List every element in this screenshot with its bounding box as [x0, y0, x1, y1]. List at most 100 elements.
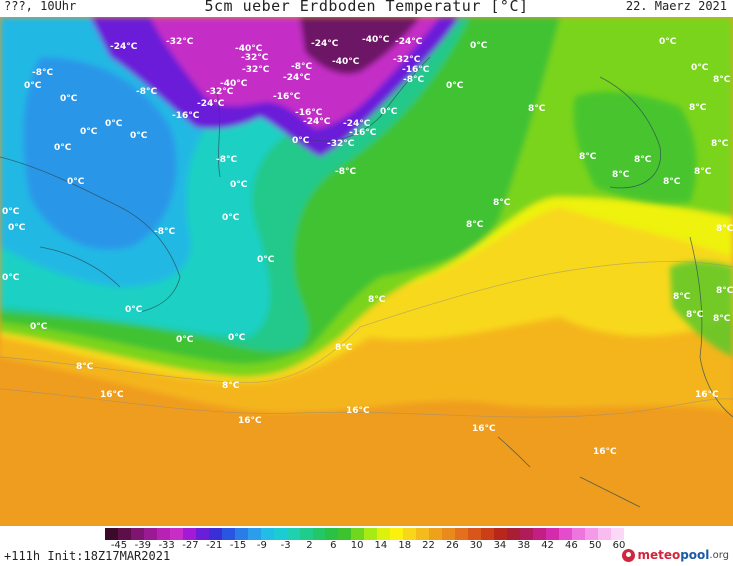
header-bar: ???, 10Uhr 5cm ueber Erdboden Temperatur… — [0, 0, 733, 20]
temperature-label: -8°C — [32, 68, 54, 78]
coastline-canada — [0, 156, 181, 313]
legend-swatch — [299, 528, 313, 540]
temperature-label: 8°C — [222, 381, 240, 391]
temperature-label: 8°C — [493, 198, 511, 208]
legend-tick-label: -15 — [229, 540, 247, 551]
temperature-label: 0°C — [176, 335, 194, 345]
temperature-label: -32°C — [327, 139, 355, 149]
temperature-label: -32°C — [166, 37, 194, 47]
temperature-label: 16°C — [695, 390, 719, 400]
temperature-label: -24°C — [303, 117, 331, 127]
legend-swatch — [130, 528, 144, 540]
temperature-label: 8°C — [711, 139, 729, 149]
brand-icon — [622, 548, 636, 562]
temperature-label: 0°C — [222, 213, 240, 223]
temperature-label: 0°C — [292, 136, 310, 146]
legend-tick-label: 46 — [565, 540, 578, 551]
temperature-label: -16°C — [402, 65, 430, 75]
legend-swatch — [195, 528, 209, 540]
coastline-greenland — [214, 56, 431, 178]
legend-tick-label: -33 — [158, 540, 175, 551]
temperature-label: -40°C — [332, 57, 360, 67]
temperature-label: -8°C — [216, 155, 238, 165]
color-legend — [105, 528, 624, 540]
temperature-label: 8°C — [579, 152, 597, 162]
legend-swatch — [584, 528, 598, 540]
legend-tick-label: -39 — [134, 540, 151, 551]
temperature-label: -16°C — [172, 111, 200, 121]
temperature-label: 8°C — [466, 220, 484, 230]
legend-tick-label: -3 — [280, 540, 291, 551]
legend-tick-label: 34 — [493, 540, 507, 551]
legend-tick-label: -27 — [182, 540, 199, 551]
temperature-label: 0°C — [60, 94, 78, 104]
temperature-label: -8°C — [291, 62, 313, 72]
run-info: +111h Init:18Z17MAR2021 — [4, 549, 171, 563]
legend-swatch — [377, 528, 391, 540]
temperature-label: 16°C — [593, 447, 617, 457]
temperature-label: 8°C — [689, 103, 707, 113]
legend-swatch — [325, 528, 339, 540]
legend-swatch — [182, 528, 196, 540]
temperature-label: -40°C — [235, 44, 263, 54]
legend-swatch — [351, 528, 365, 540]
temperature-label: 0°C — [130, 131, 148, 141]
legend-swatch — [442, 528, 456, 540]
temperature-label: 0°C — [30, 322, 48, 332]
legend-swatch — [520, 528, 533, 540]
temperature-label: -8°C — [136, 87, 158, 97]
temperature-label: -16°C — [295, 108, 323, 118]
legend-swatch — [455, 528, 469, 540]
temperature-label: 16°C — [238, 416, 262, 426]
legend-tick-label: 6 — [330, 540, 337, 551]
temperature-label: 0°C — [54, 143, 72, 153]
brand-logo[interactable]: meteo pool .org — [622, 546, 729, 564]
legend-swatch — [234, 528, 248, 540]
map-title: 5cm ueber Erdboden Temperatur [°C] — [204, 0, 529, 15]
legend-swatch — [338, 528, 352, 540]
legend-tick-label: 26 — [445, 540, 459, 551]
legend-swatch — [169, 528, 183, 540]
legend-swatch — [481, 528, 495, 540]
legend-swatch — [597, 528, 611, 540]
temperature-label: 8°C — [713, 75, 731, 85]
legend-swatch — [221, 528, 235, 540]
coastline-africa — [497, 436, 641, 508]
legend-tick-label: -9 — [256, 540, 267, 551]
legend-swatch — [390, 528, 404, 540]
valid-time-label: ???, 10Uhr — [4, 0, 77, 13]
temperature-label: -40°C — [220, 79, 248, 89]
temperature-label: 8°C — [694, 167, 712, 177]
legend-swatch — [403, 528, 417, 540]
temperature-map — [0, 17, 733, 526]
temperature-label: 0°C — [2, 273, 20, 283]
legend-tick-label: 38 — [517, 540, 531, 551]
temperature-label: -8°C — [403, 75, 425, 85]
temperature-label: 0°C — [80, 127, 98, 137]
temperature-label: -8°C — [335, 167, 357, 177]
temperature-label: 16°C — [100, 390, 124, 400]
east-green-patch — [573, 91, 697, 204]
legend-tick-label: 42 — [541, 540, 554, 551]
temperature-label: 8°C — [673, 292, 691, 302]
temperature-label: -32°C — [206, 87, 234, 97]
legend-swatch — [156, 528, 170, 540]
temperature-label: 0°C — [257, 255, 275, 265]
temperature-label: 8°C — [634, 155, 652, 165]
temperature-label: -24°C — [197, 99, 225, 109]
legend-swatch — [312, 528, 326, 540]
temperature-label: -32°C — [393, 55, 421, 65]
temperature-label: 8°C — [716, 224, 733, 234]
temperature-label: 0°C — [24, 81, 42, 91]
temperature-label: 0°C — [2, 207, 20, 217]
blue-zone — [23, 57, 177, 250]
legend-tick-label: -21 — [206, 540, 223, 551]
legend-tick-label: 2 — [306, 540, 313, 551]
temperature-label: 0°C — [691, 63, 709, 73]
coastline-europe — [599, 76, 733, 418]
temperature-label: -8°C — [154, 227, 176, 237]
legend-tick-label: 22 — [422, 540, 435, 551]
temperature-label: 0°C — [67, 177, 85, 187]
temperature-label: -24°C — [311, 39, 339, 49]
legend-swatch — [273, 528, 287, 540]
